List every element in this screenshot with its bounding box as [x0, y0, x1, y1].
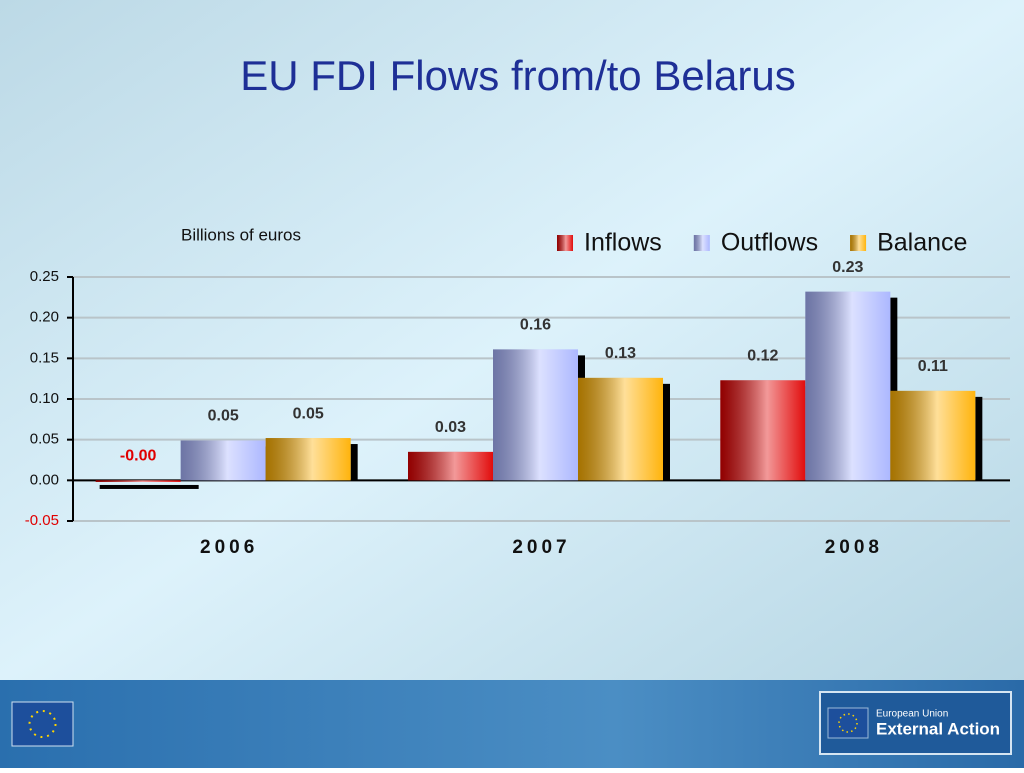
legend-label: Balance [877, 229, 967, 257]
value-label: 0.05 [293, 405, 324, 422]
bar-shine [720, 380, 806, 481]
y-tick-label: 0.20 [30, 309, 59, 326]
y-tick-label: -0.05 [25, 512, 59, 529]
value-label: 0.12 [747, 348, 778, 365]
y-tick-label: 0.15 [30, 349, 59, 366]
eeas-logo: European Union External Action [819, 691, 1012, 755]
bar-shadow [663, 383, 670, 481]
bar-shine [180, 440, 266, 481]
value-label: 0.03 [435, 419, 466, 436]
y-tick-label: 0.00 [30, 471, 59, 488]
value-label: 0.23 [832, 259, 863, 276]
y-tick-label: 0.05 [30, 431, 59, 448]
chart-title: EU FDI Flows from/to Belarus [240, 52, 795, 99]
value-label: -0.00 [120, 448, 157, 465]
bar-shine [265, 438, 351, 481]
bar-shine [95, 480, 181, 482]
value-label: 0.13 [605, 345, 636, 362]
y-axis-label: Billions of euros [181, 225, 301, 244]
eu-flag [11, 701, 74, 747]
bar-shine [805, 291, 891, 481]
bar-shadow [975, 396, 983, 481]
legend-swatch-shine [850, 235, 867, 251]
y-tick-label: 0.25 [30, 268, 59, 285]
bar-shine [493, 349, 578, 481]
x-tick-label: 2008 [825, 537, 883, 558]
bar-shadow [99, 484, 199, 489]
logo-line2: External Action [876, 719, 1000, 738]
value-label: 0.16 [520, 317, 551, 334]
bar-shine [578, 377, 663, 481]
legend-label: Outflows [721, 229, 818, 257]
value-label: 0.05 [208, 408, 239, 425]
bar-shadow [890, 297, 898, 481]
bar-shine [890, 390, 976, 481]
x-tick-label: 2007 [512, 537, 570, 558]
legend-swatch-shine [693, 235, 710, 251]
legend-swatch-shine [557, 235, 573, 251]
x-tick-label: 2006 [200, 537, 258, 558]
bar-shine [408, 451, 493, 481]
value-label: 0.11 [918, 358, 948, 375]
legend-label: Inflows [584, 229, 662, 257]
y-tick-label: 0.10 [30, 390, 59, 407]
logo-line1: European Union [876, 709, 948, 720]
bar-shadow [350, 444, 358, 481]
